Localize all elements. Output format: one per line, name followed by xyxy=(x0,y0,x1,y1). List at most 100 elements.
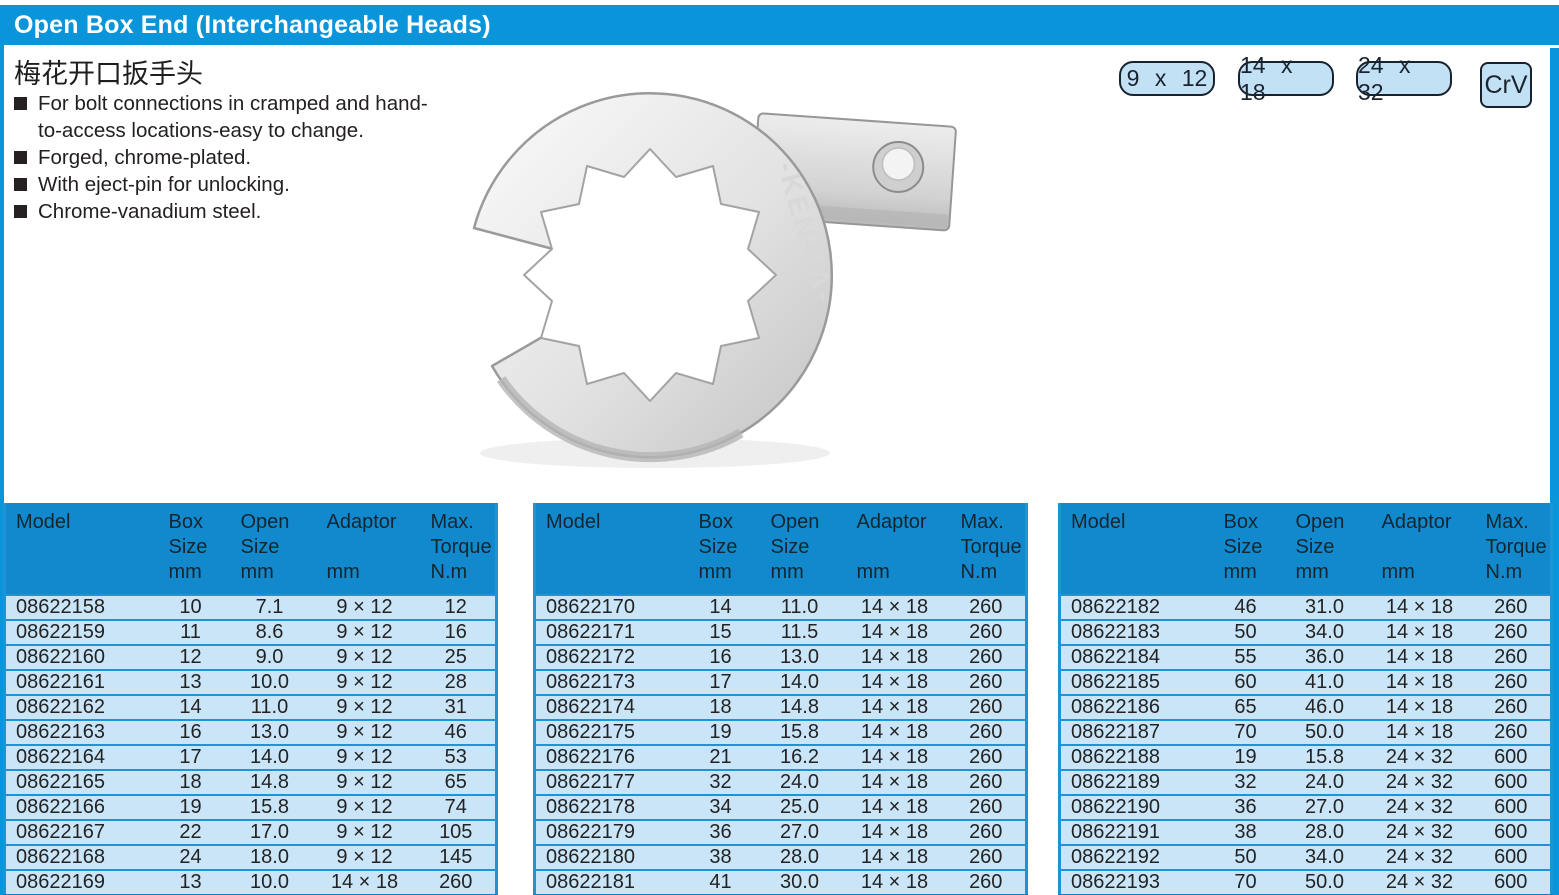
cell-max-torque: 600 xyxy=(1471,769,1552,795)
cell-max-torque: 25 xyxy=(416,644,497,670)
cell-box-size: 36 xyxy=(1209,794,1282,820)
cell-model: 08622188 xyxy=(1059,744,1210,770)
cell-max-torque: 260 xyxy=(1471,644,1552,670)
cell-adaptor: 14 × 18 xyxy=(1367,719,1472,745)
bullet-square-icon xyxy=(14,178,27,191)
cell-box-size: 19 xyxy=(1209,744,1282,770)
cell-box-size: 32 xyxy=(1209,769,1282,795)
cell-box-size: 24 xyxy=(154,844,227,870)
wrench-side-face xyxy=(496,376,744,463)
cell-model: 08622161 xyxy=(4,669,155,695)
cell-model: 08622192 xyxy=(1059,844,1210,870)
cell-adaptor: 14 × 18 xyxy=(842,644,947,670)
cell-box-size: 18 xyxy=(684,694,757,720)
product-photo-wrench: -KEN-TA- xyxy=(472,92,957,468)
cell-adaptor: 9 × 12 xyxy=(312,644,417,670)
cell-adaptor: 14 × 18 xyxy=(842,869,947,895)
cell-max-torque: 53 xyxy=(416,744,497,770)
bullet-square-icon xyxy=(14,205,27,218)
cell-open-size: 8.6 xyxy=(226,619,313,645)
cell-max-torque: 260 xyxy=(946,694,1027,720)
cell-open-size: 27.0 xyxy=(1281,794,1368,820)
cell-adaptor: 14 × 18 xyxy=(1367,594,1472,620)
wrench-tang xyxy=(750,112,957,232)
cell-max-torque: 260 xyxy=(946,769,1027,795)
table-row: 08622171 15 11.5 14 × 18 260 xyxy=(534,619,1027,645)
table-row: 08622175 19 15.8 14 × 18 260 xyxy=(534,719,1027,745)
cell-max-torque: 31 xyxy=(416,694,497,720)
cell-model: 08622172 xyxy=(534,644,685,670)
cell-box-size: 65 xyxy=(1209,694,1282,720)
table-row: 08622182 46 31.0 14 × 18 260 xyxy=(1059,594,1552,620)
cell-model: 08622170 xyxy=(534,594,685,620)
cell-open-size: 34.0 xyxy=(1281,844,1368,870)
table-row: 08622169 13 10.0 14 × 18 260 xyxy=(4,869,497,895)
cell-box-size: 38 xyxy=(1209,819,1282,845)
cell-model: 08622186 xyxy=(1059,694,1210,720)
table-row: 08622161 13 10.0 9 × 12 28 xyxy=(4,669,497,695)
table-row: 08622181 41 30.0 14 × 18 260 xyxy=(534,869,1027,895)
column-header: Model xyxy=(1059,503,1210,595)
cell-model: 08622159 xyxy=(4,619,155,645)
cell-model: 08622168 xyxy=(4,844,155,870)
cell-adaptor: 14 × 18 xyxy=(842,794,947,820)
cell-box-size: 19 xyxy=(684,719,757,745)
cell-model: 08622173 xyxy=(534,669,685,695)
page-title: Open Box End (Interchangeable Heads) xyxy=(14,11,491,39)
cell-open-size: 24.0 xyxy=(1281,769,1368,795)
size-badge-label: 24 x 32 xyxy=(1358,51,1411,105)
cell-open-size: 18.0 xyxy=(226,844,313,870)
feature-item: Forged, chrome-plated. xyxy=(14,144,466,171)
cell-max-torque: 16 xyxy=(416,619,497,645)
table-row: 08622168 24 18.0 9 × 12 145 xyxy=(4,844,497,870)
column-header: Box Size mm xyxy=(1209,503,1282,595)
cell-max-torque: 260 xyxy=(1471,619,1552,645)
cell-box-size: 70 xyxy=(1209,869,1282,895)
feature-text: For bolt connections in cramped and hand… xyxy=(38,92,428,142)
column-header: Max. Torque N.m xyxy=(946,503,1027,595)
cell-open-size: 30.0 xyxy=(756,869,843,895)
cell-model: 08622165 xyxy=(4,769,155,795)
spec-table: Model Box Size mm Open Size mm Adaptor mm Max. T… xyxy=(3,503,498,895)
feature-item: For bolt connections in cramped and hand… xyxy=(14,90,466,144)
cell-model: 08622181 xyxy=(534,869,685,895)
bullet-square-icon xyxy=(14,151,27,164)
cell-adaptor: 14 × 18 xyxy=(842,719,947,745)
cell-open-size: 50.0 xyxy=(1281,719,1368,745)
table-row: 08622183 50 34.0 14 × 18 260 xyxy=(1059,619,1552,645)
cell-max-torque: 260 xyxy=(1471,669,1552,695)
cell-adaptor: 14 × 18 xyxy=(842,594,947,620)
cell-open-size: 13.0 xyxy=(756,644,843,670)
table-row: 08622185 60 41.0 14 × 18 260 xyxy=(1059,669,1552,695)
cell-adaptor: 14 × 18 xyxy=(1367,644,1472,670)
table-row: 08622193 70 50.0 24 × 32 600 xyxy=(1059,869,1552,895)
cell-box-size: 14 xyxy=(684,594,757,620)
column-header: Open Size mm xyxy=(226,503,313,595)
cell-adaptor: 14 × 18 xyxy=(842,744,947,770)
table-row: 08622190 36 27.0 24 × 32 600 xyxy=(1059,794,1552,820)
cell-box-size: 32 xyxy=(684,769,757,795)
cell-open-size: 34.0 xyxy=(1281,619,1368,645)
cell-max-torque: 260 xyxy=(946,794,1027,820)
cell-model: 08622163 xyxy=(4,719,155,745)
spec-table: Model Box Size mm Open Size mm Adaptor mm Max. T… xyxy=(533,503,1028,895)
cell-open-size: 41.0 xyxy=(1281,669,1368,695)
cell-adaptor: 14 × 18 xyxy=(1367,669,1472,695)
cell-box-size: 55 xyxy=(1209,644,1282,670)
column-header: Open Size mm xyxy=(1281,503,1368,595)
cell-box-size: 16 xyxy=(684,644,757,670)
cell-model: 08622174 xyxy=(534,694,685,720)
cell-model: 08622171 xyxy=(534,619,685,645)
cell-open-size: 9.0 xyxy=(226,644,313,670)
feature-text: With eject-pin for unlocking. xyxy=(38,173,290,196)
cell-box-size: 17 xyxy=(684,669,757,695)
cell-max-torque: 260 xyxy=(1471,694,1552,720)
column-header: Model xyxy=(534,503,685,595)
cell-box-size: 50 xyxy=(1209,844,1282,870)
cell-max-torque: 145 xyxy=(416,844,497,870)
cell-max-torque: 260 xyxy=(946,619,1027,645)
cell-adaptor: 14 × 18 xyxy=(842,669,947,695)
cell-box-size: 16 xyxy=(154,719,227,745)
table-row: 08622176 21 16.2 14 × 18 260 xyxy=(534,744,1027,770)
cell-open-size: 16.2 xyxy=(756,744,843,770)
